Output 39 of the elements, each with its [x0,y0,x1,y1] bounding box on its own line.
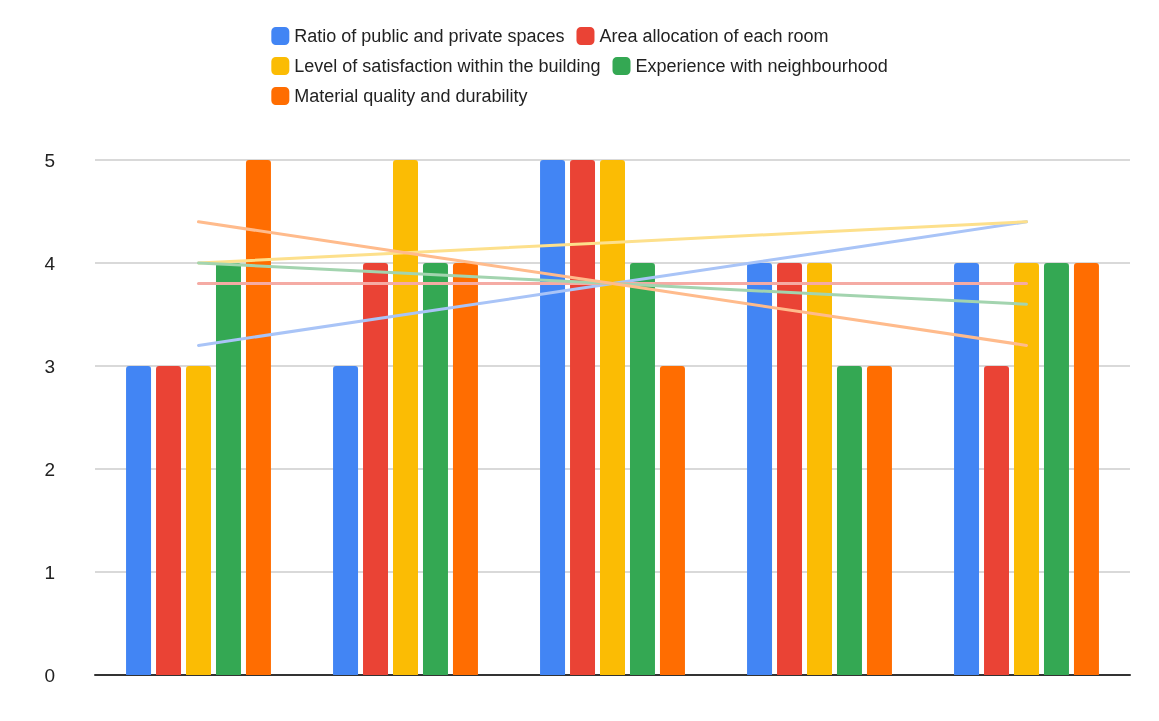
y-tick-label: 3 [44,355,55,377]
y-tick-label: 0 [44,664,55,686]
bar [1014,263,1039,675]
bar [1073,263,1099,675]
legend-label: Material quality and durability [294,86,528,106]
legend-label: Level of satisfaction within the building [294,56,601,76]
bar [186,366,211,675]
bar [333,366,359,675]
bar [422,263,448,675]
legend-label: Ratio of public and private spaces [294,26,565,46]
line-series [197,220,1028,265]
bar [807,263,832,675]
bar [1043,263,1069,675]
bar [363,263,389,675]
bar [836,366,862,675]
bar [659,366,685,675]
bar [156,366,182,675]
bar [629,263,655,675]
bar [747,263,773,675]
bar [954,263,980,675]
bar [245,160,271,675]
y-tick-label: 1 [44,561,55,583]
bar [984,366,1010,675]
line-series [197,220,1028,347]
bar [452,263,478,675]
y-tick-label: 2 [44,458,55,480]
bar [126,366,152,675]
legend-label: Area allocation of each room [599,26,829,46]
bar [570,160,596,675]
bar [540,160,566,675]
bar [393,160,418,675]
legend-label: Experience with neighbourhood [635,56,888,76]
bar [215,263,241,675]
bar [866,366,892,675]
line-series [197,261,1028,306]
y-tick-label: 4 [44,252,56,274]
bar [600,160,625,675]
bar [777,263,803,675]
y-tick-label: 5 [44,149,55,171]
